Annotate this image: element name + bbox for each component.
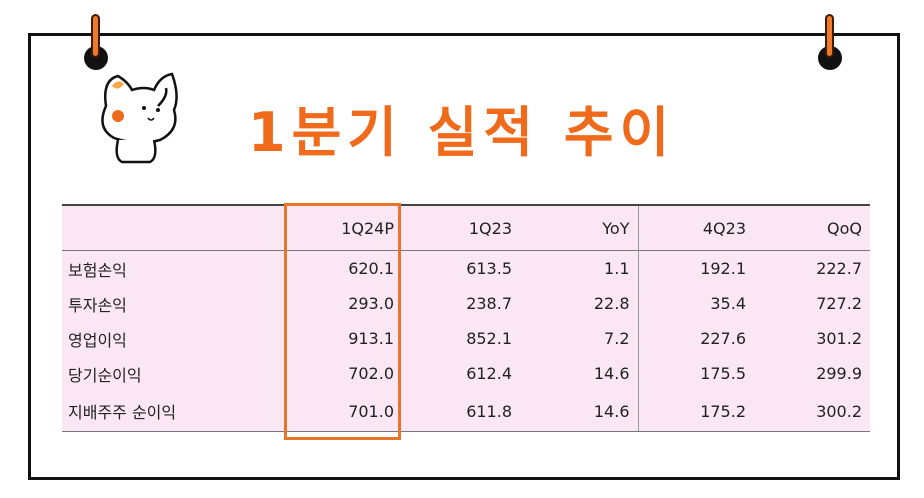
table-cell: 293.0: [348, 294, 394, 313]
table-cell: 192.1: [637, 250, 754, 286]
table-cell: 238.7: [466, 294, 512, 313]
table-row: 투자손익 293.0 238.7 22.8 35.4 727.2: [62, 286, 870, 321]
table-cell: 701.0: [284, 391, 402, 432]
header-cell: 1Q24P: [341, 218, 394, 238]
table-cell: 222.7: [816, 259, 862, 278]
table-cell: 612.4: [466, 364, 512, 383]
table-cell: 35.4: [637, 286, 754, 321]
table-cell: 702.0: [348, 364, 394, 383]
header-cell: [62, 205, 284, 251]
table-cell: 175.5: [637, 356, 754, 391]
table-cell: 620.1: [348, 259, 394, 278]
table-cell: 299.9: [816, 364, 862, 383]
row-label: 보험손익: [68, 260, 127, 280]
table-cell: 613.5: [466, 259, 512, 278]
row-label: 영업이익: [68, 330, 127, 350]
table-cell: 611.8: [402, 391, 520, 432]
header-cell: 1Q23: [468, 218, 512, 238]
column-highlight-box: [284, 203, 401, 440]
left-binder-pin: [91, 14, 100, 58]
page-title: 1분기 실적 추이: [248, 101, 676, 164]
header-cell: QoQ: [827, 218, 862, 238]
table-cell: 14.6: [593, 364, 630, 383]
table-row: 당기순이익 702.0 612.4 14.6 175.5 299.9: [62, 356, 870, 391]
row-label: 지배주주 순이익: [62, 391, 284, 432]
table-cell: 852.1: [466, 329, 512, 348]
cat-mascot-icon: [101, 72, 178, 164]
table-cell: 175.2: [637, 391, 754, 432]
table-cell: 301.2: [816, 329, 862, 348]
table-cell: 913.1: [348, 329, 394, 348]
table-header-row: 1Q24P 1Q23 YoY 4Q23 QoQ: [62, 205, 870, 251]
table-cell: 14.6: [520, 391, 638, 432]
table-cell: 7.2: [604, 329, 630, 348]
table-cell: 727.2: [816, 294, 862, 313]
right-binder-pin: [825, 14, 834, 58]
header-cell: YoY: [602, 218, 630, 238]
table-cell: 227.6: [637, 321, 754, 356]
performance-table: 1Q24P 1Q23 YoY 4Q23 QoQ 보험손익 620.1 613.5…: [62, 204, 870, 432]
table-cell: 300.2: [754, 391, 870, 432]
table-row: 보험손익 620.1 613.5 1.1 192.1 222.7: [62, 250, 870, 286]
table-cell: 1.1: [604, 259, 630, 278]
row-label: 투자손익: [68, 295, 127, 315]
row-label: 당기순이익: [68, 365, 142, 385]
header-cell: 4Q23: [637, 205, 754, 251]
table-cell: 22.8: [593, 294, 630, 313]
table-row: 영업이익 913.1 852.1 7.2 227.6 301.2: [62, 321, 870, 356]
table-row: 지배주주 순이익 701.0 611.8 14.6 175.2 300.2: [62, 391, 870, 432]
